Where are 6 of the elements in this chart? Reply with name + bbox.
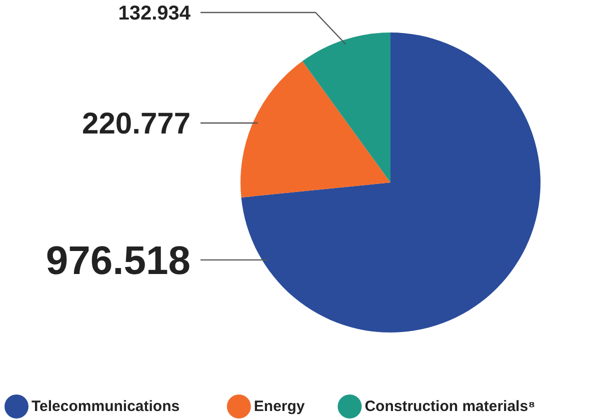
legend-label: Telecommunications [32,398,180,415]
data-label: 132.934 [118,2,192,24]
data-label: 220.777 [82,107,191,140]
legend-label: Energy [254,398,306,415]
data-label: 976.518 [46,238,191,283]
legend-label: Construction materials⁸ [364,398,536,415]
